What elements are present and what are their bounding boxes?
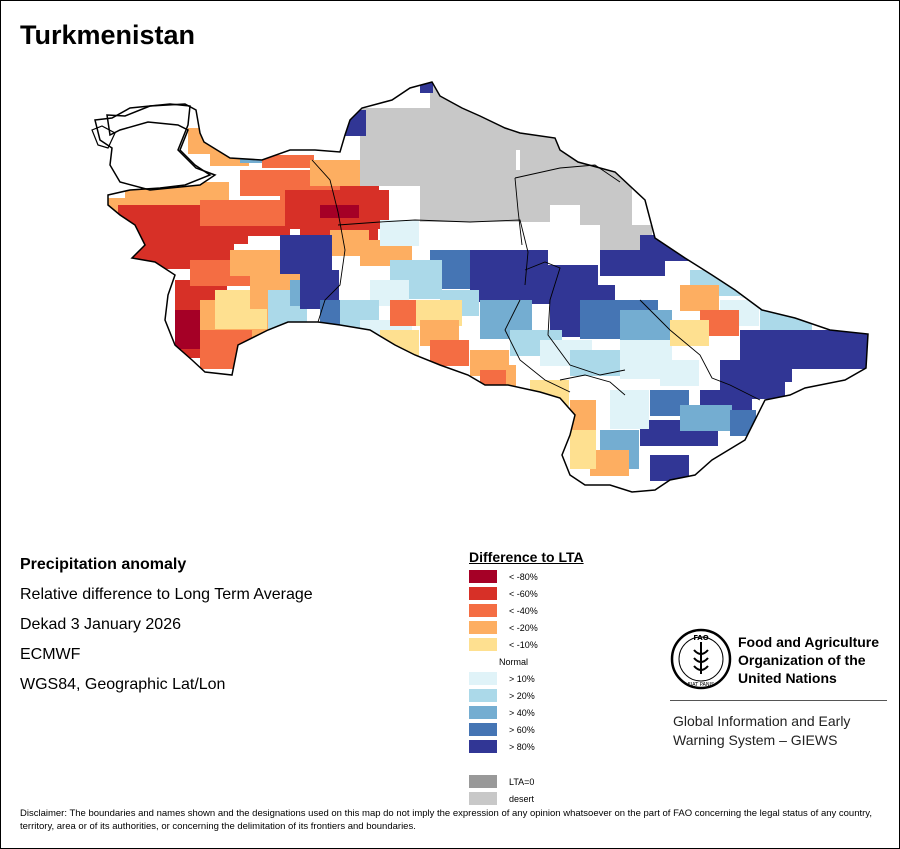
legend-swatch: [469, 775, 497, 788]
fao-logo-icon: FAO FIAT PANIS: [670, 628, 732, 690]
anomaly-cell: [340, 110, 366, 136]
anomaly-cell: [320, 205, 359, 218]
anomaly-cell: [570, 430, 596, 469]
legend-label: < -80%: [509, 571, 538, 582]
legend-swatch: [469, 672, 497, 685]
anomaly-cell: [380, 220, 419, 246]
map-heading: Precipitation anomaly: [20, 556, 187, 573]
legend-label: Normal: [499, 656, 529, 667]
legend-label: LTA=0: [509, 776, 535, 787]
giews-line: Warning System – GIEWS: [673, 732, 838, 748]
legend-label: > 10%: [509, 673, 535, 684]
map-projection: WGS84, Geographic Lat/Lon: [20, 676, 226, 693]
legend-item: < -80%: [469, 568, 584, 585]
anomaly-cell: [730, 410, 756, 436]
legend-swatch: [469, 655, 497, 668]
anomaly-cell: [228, 130, 254, 143]
legend-swatch: [469, 740, 497, 753]
disclaimer: Disclaimer: The boundaries and names sho…: [20, 808, 872, 832]
legend-item: > 80%: [469, 738, 584, 755]
anomaly-cell: [650, 455, 689, 481]
fao-name-line: Organization of the: [738, 652, 866, 668]
legend: Difference to LTA < -80% < -60% < -40% <…: [469, 549, 584, 807]
province-borders: [311, 159, 761, 401]
legend-label: > 20%: [509, 690, 535, 701]
anomaly-cell: [480, 370, 506, 396]
legend-label: desert: [509, 793, 535, 804]
legend-swatch: [469, 706, 497, 719]
precipitation-map: [91, 81, 869, 493]
anomaly-cell: [262, 155, 314, 168]
legend-item: < -20%: [469, 619, 584, 636]
legend-title: Difference to LTA: [469, 549, 584, 565]
legend-swatch: [469, 570, 497, 583]
legend-item: > 40%: [469, 704, 584, 721]
anomaly-cell: [280, 235, 332, 274]
anomaly-cell: [188, 128, 227, 154]
legend-swatch: [469, 723, 497, 736]
legend-label: < -60%: [509, 588, 538, 599]
anomaly-cell: [660, 360, 699, 386]
anomaly-cell: [790, 330, 868, 369]
legend-item: LTA=0: [469, 773, 584, 790]
anomaly-cell: [390, 300, 416, 326]
fao-name-line: Food and Agriculture: [738, 634, 880, 650]
anomaly-cell: [310, 160, 362, 186]
legend-item: Normal: [469, 653, 584, 670]
legend-item: desert: [469, 790, 584, 807]
anomaly-cell: [670, 320, 709, 346]
legend-label: < -20%: [509, 622, 538, 633]
anomaly-cell: [590, 450, 629, 476]
map-title: Turkmenistan: [20, 20, 196, 50]
legend-item: > 20%: [469, 687, 584, 704]
legend-swatch: [469, 604, 497, 617]
legend-item: < -10%: [469, 636, 584, 653]
map-subtitle: Relative difference to Long Term Average: [20, 586, 313, 603]
anomaly-cell: [200, 330, 252, 369]
giews-name: Global Information and Early Warning Sys…: [673, 712, 893, 750]
anomaly-cell: [680, 405, 732, 431]
anomaly-cell: [175, 310, 201, 349]
map-info: Precipitation anomaly Relative differenc…: [20, 554, 313, 704]
legend-item: > 10%: [469, 670, 584, 687]
giews-line: Global Information and Early: [673, 713, 851, 729]
anomaly-cell: [340, 300, 379, 339]
fao-logo-motto: FIAT PANIS: [688, 682, 715, 688]
anomaly-grid: [107, 82, 868, 481]
legend-label: > 40%: [509, 707, 535, 718]
map-model: ECMWF: [20, 646, 81, 663]
fao-name: Food and Agriculture Organization of the…: [738, 633, 898, 687]
legend-label: > 80%: [509, 741, 535, 752]
map-period: Dekad 3 January 2026: [20, 616, 181, 633]
legend-swatch: [469, 621, 497, 634]
legend-swatch: [469, 792, 497, 805]
country-border: [91, 81, 869, 493]
legend-swatch: [469, 689, 497, 702]
anomaly-cell: [420, 82, 433, 93]
anomaly-cell: [610, 390, 649, 429]
legend-item: < -60%: [469, 585, 584, 602]
fao-name-line: United Nations: [738, 670, 837, 686]
legend-label: < -40%: [509, 605, 538, 616]
legend-label: > 60%: [509, 724, 535, 735]
legend-item: > 60%: [469, 721, 584, 738]
anomaly-cell: [740, 285, 779, 298]
fao-logo-letters: FAO: [693, 634, 708, 642]
anomaly-cell: [570, 350, 622, 376]
anomaly-cell: [680, 285, 719, 311]
legend-item: < -40%: [469, 602, 584, 619]
divider: [670, 700, 887, 701]
anomaly-cell: [380, 330, 419, 356]
legend-swatch: [469, 638, 497, 651]
legend-swatch: [469, 587, 497, 600]
legend-label: < -10%: [509, 639, 538, 650]
anomaly-cell: [430, 340, 469, 366]
